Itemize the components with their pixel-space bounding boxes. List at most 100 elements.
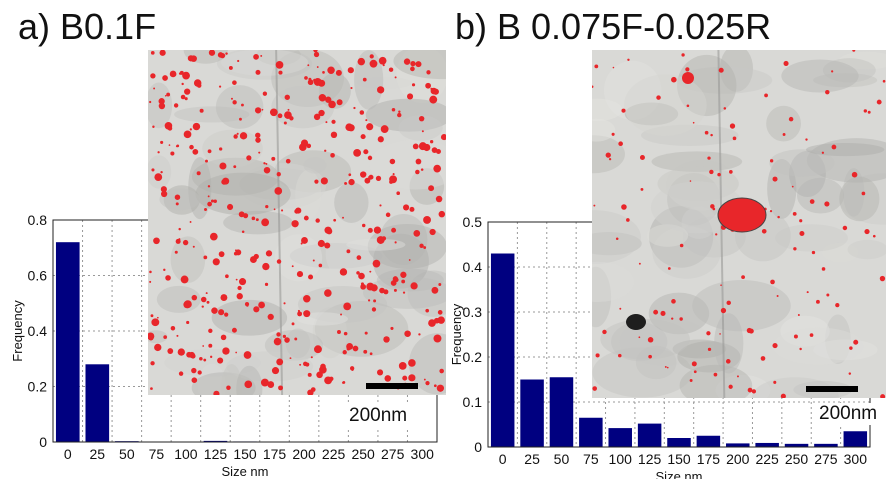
particle: [197, 370, 202, 375]
particle: [383, 336, 390, 343]
y-axis-label: Frequency: [10, 300, 25, 362]
particle: [217, 357, 224, 364]
y-tick-label: 0: [474, 439, 482, 455]
particle: [282, 334, 287, 339]
particle: [251, 216, 256, 221]
tem-texture: [805, 143, 885, 157]
particle: [436, 384, 445, 392]
particle: [729, 123, 736, 129]
particle: [826, 293, 830, 297]
particle: [824, 201, 830, 207]
particle: [415, 158, 422, 165]
particle: [710, 204, 715, 209]
tem-texture: [191, 372, 256, 395]
particle: [805, 138, 808, 141]
particle: [418, 142, 427, 151]
particle: [287, 108, 290, 111]
scale-bar: [366, 383, 418, 389]
particle: [707, 156, 711, 160]
particle: [377, 86, 385, 94]
particle: [269, 108, 278, 117]
particle: [244, 301, 250, 307]
particle: [712, 207, 716, 211]
particle: [793, 247, 797, 251]
particle: [686, 104, 690, 108]
particle: [410, 66, 415, 72]
particle: [273, 337, 282, 346]
particle: [364, 331, 368, 335]
particle: [396, 191, 401, 196]
tem-texture: [592, 118, 616, 142]
particle: [388, 67, 394, 72]
x-tick-label: 175: [697, 451, 721, 467]
tem-texture: [356, 76, 413, 90]
particle: [410, 60, 416, 67]
tem-texture: [592, 261, 634, 303]
particle: [324, 149, 327, 152]
tem-texture: [623, 74, 707, 136]
particle: [433, 317, 440, 324]
x-tick-label: 200: [292, 446, 316, 462]
particle: [238, 211, 245, 218]
particle: [356, 271, 360, 275]
particle: [764, 93, 768, 98]
particle: [848, 372, 852, 375]
particle: [170, 151, 175, 156]
particle: [344, 181, 348, 185]
particle: [816, 299, 820, 304]
bar: [726, 443, 750, 447]
particle: [343, 331, 348, 336]
particle: [313, 50, 318, 53]
particle: [394, 241, 397, 244]
particle: [320, 177, 328, 185]
x-axis-label: Size nm: [656, 469, 703, 479]
particle: [371, 307, 377, 312]
tem-texture: [847, 239, 886, 260]
particle: [595, 353, 600, 358]
particle: [291, 322, 295, 326]
particle: [226, 203, 234, 211]
particle: [207, 185, 211, 188]
tem-texture: [592, 231, 642, 256]
particle: [349, 366, 355, 371]
particle: [183, 300, 192, 309]
particle: [179, 70, 184, 75]
tem-texture: [825, 314, 851, 365]
x-tick-label: 175: [263, 446, 287, 462]
particle: [367, 227, 373, 233]
particle: [150, 50, 155, 55]
particle: [640, 187, 644, 191]
particle: [192, 122, 201, 131]
tem-texture: [236, 365, 263, 395]
particle: [314, 179, 319, 184]
particle: [263, 166, 271, 174]
particle: [324, 226, 332, 234]
tem-texture: [334, 182, 369, 223]
particle: [184, 97, 188, 101]
bar: [637, 423, 662, 447]
particle: [423, 246, 427, 249]
particle: [303, 310, 311, 318]
particle: [151, 168, 155, 172]
particle: [219, 162, 227, 170]
tem-texture: [813, 339, 878, 361]
particle: [353, 106, 356, 110]
particle: [235, 351, 238, 354]
particle: [276, 259, 282, 264]
tem-texture: [174, 106, 250, 123]
particle: [222, 347, 230, 355]
particle: [192, 148, 199, 155]
particle: [243, 351, 252, 359]
particle: [253, 306, 260, 313]
tem-texture: [646, 224, 689, 247]
particle: [408, 374, 416, 382]
particle: [318, 263, 323, 268]
particle: [439, 368, 444, 374]
particle: [726, 300, 731, 306]
particle: [671, 76, 677, 83]
tem-texture: [188, 157, 212, 220]
particle: [397, 112, 402, 118]
particle: [267, 381, 275, 388]
particle: [392, 173, 395, 176]
particle: [303, 361, 308, 367]
